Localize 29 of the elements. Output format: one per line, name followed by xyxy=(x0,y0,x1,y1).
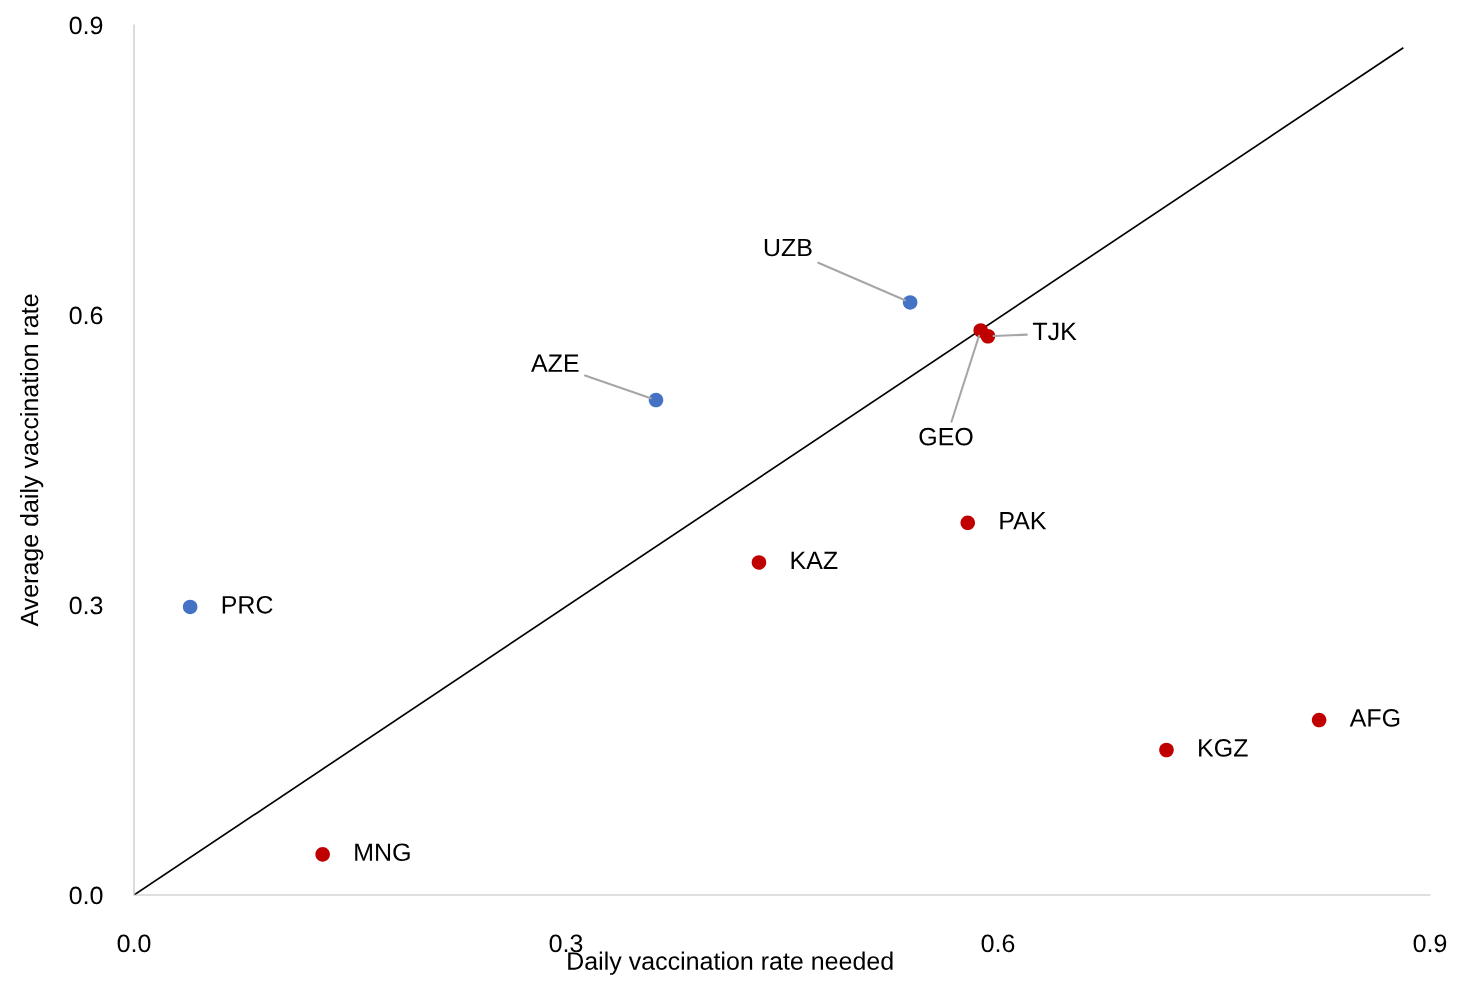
annotation: AZE xyxy=(531,354,579,372)
x-tick-label: 0.6 xyxy=(981,934,1015,953)
annotation: PRC xyxy=(222,595,273,614)
point xyxy=(315,847,330,862)
point xyxy=(751,555,767,570)
x-tick-label: 0.9 xyxy=(1413,934,1447,953)
y-tick-label: 0.0 xyxy=(69,886,103,905)
x-axis-title: Daily vaccination rate needed xyxy=(568,951,893,975)
x-tick-label: 0.3 xyxy=(549,934,583,953)
point xyxy=(902,295,918,310)
annotation: MNG xyxy=(355,843,410,862)
y-tick-label: 0.3 xyxy=(69,596,103,615)
point xyxy=(648,392,664,408)
point xyxy=(1311,712,1327,728)
y-tick-label: 0.9 xyxy=(69,16,103,35)
x-tick-label: 0.0 xyxy=(117,934,151,953)
point xyxy=(960,515,976,531)
annotation: GEO xyxy=(919,427,973,446)
annotation: UZB xyxy=(764,238,812,257)
annotation: TJK xyxy=(1032,322,1077,341)
annotation: PAK xyxy=(1000,512,1047,530)
point xyxy=(1159,742,1174,758)
y-tick-label: 0.6 xyxy=(69,306,103,325)
point xyxy=(182,599,198,615)
point xyxy=(980,328,996,344)
annotation: KAZ xyxy=(791,551,838,569)
annotation: AFG xyxy=(1349,709,1400,727)
annotation: KGZ xyxy=(1199,739,1248,757)
y-axis-title: Average daily vaccination rate xyxy=(19,294,44,627)
